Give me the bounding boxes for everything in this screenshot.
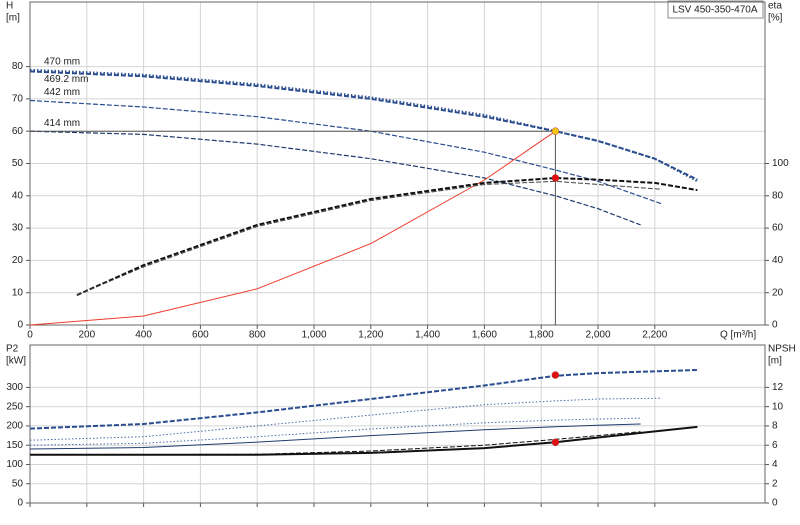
y-tick-label: 10 [12, 287, 24, 298]
y2-tick-label: 8 [772, 421, 778, 432]
curve-label: 470 mm [44, 56, 80, 67]
y-axis-label: P2 [6, 344, 19, 355]
x-tick-label: 2,200 [642, 330, 667, 341]
y-tick-label: 0 [17, 320, 23, 331]
y2-tick-label: 2 [772, 478, 778, 489]
y-tick-label: 50 [12, 158, 24, 169]
plot-frame [29, 1, 766, 326]
x-axis-label: Q [m³/h] [720, 330, 756, 341]
y-axis-label: H [6, 1, 13, 12]
x-tick-label: 2,000 [585, 330, 610, 341]
curve [29, 130, 556, 326]
y2-tick-label: 6 [772, 440, 778, 451]
y2-tick-label: 4 [772, 459, 778, 470]
x-tick-label: 1,400 [415, 330, 440, 341]
y-tick-label: 150 [6, 440, 23, 451]
x-tick-label: 1,600 [472, 330, 497, 341]
y-tick-label: 0 [17, 498, 23, 509]
y-tick-label: 300 [6, 382, 23, 393]
y-tick-label: 20 [12, 255, 24, 266]
curve [29, 130, 641, 226]
x-tick-label: 1,800 [529, 330, 554, 341]
y-tick-label: 70 [12, 94, 24, 105]
y-tick-label: 100 [6, 459, 23, 470]
x-tick-label: 600 [192, 330, 209, 341]
operating-point [551, 174, 560, 182]
curve-label: 469.2 mm [44, 74, 88, 85]
y2-axis-label: [m] [768, 356, 782, 367]
y-axis-label: [kW] [6, 356, 26, 367]
title-box [667, 0, 764, 19]
x-tick-label: 200 [78, 330, 95, 341]
y-tick-label: 40 [12, 190, 24, 201]
curve [29, 423, 641, 450]
curve [29, 431, 641, 456]
x-tick-label: 1,000 [301, 330, 326, 341]
curve-label: 414 mm [44, 118, 80, 129]
y2-tick-label: 40 [772, 255, 784, 266]
y2-tick-label: 0 [772, 498, 778, 509]
x-tick-label: 1,200 [358, 330, 383, 341]
x-tick-label: 400 [135, 330, 152, 341]
curve [29, 99, 663, 205]
y-tick-label: 30 [12, 223, 24, 234]
curve [76, 176, 698, 297]
operating-point [551, 371, 560, 379]
y2-tick-label: 80 [772, 190, 784, 201]
curve [29, 70, 698, 181]
y2-axis-label: NPSH [768, 344, 796, 355]
y2-axis-label: [%] [768, 13, 783, 24]
y2-tick-label: 12 [772, 382, 784, 393]
x-tick-label: 800 [249, 330, 266, 341]
y-tick-label: 200 [6, 421, 23, 432]
y2-tick-label: 20 [772, 287, 784, 298]
y2-tick-label: 60 [772, 223, 784, 234]
y2-axis-label: eta [768, 1, 782, 12]
y-tick-label: 250 [6, 401, 23, 412]
operating-point [551, 127, 560, 135]
curve [30, 425, 698, 456]
y-tick-label: 60 [12, 126, 24, 137]
y2-tick-label: 100 [772, 158, 789, 169]
curve [76, 180, 662, 296]
y-tick-label: 80 [12, 61, 24, 72]
y2-tick-label: 0 [772, 320, 778, 331]
x-tick-label: 0 [27, 330, 33, 341]
operating-point [551, 438, 560, 447]
chart-title: LSV 450-350-470A [672, 5, 757, 16]
curve [29, 369, 698, 430]
y-tick-label: 50 [12, 478, 24, 489]
y-axis-label: [m] [6, 13, 20, 24]
curve-label: 442 mm [44, 87, 80, 98]
y2-tick-label: 10 [772, 401, 784, 412]
plot-frame [29, 344, 766, 504]
